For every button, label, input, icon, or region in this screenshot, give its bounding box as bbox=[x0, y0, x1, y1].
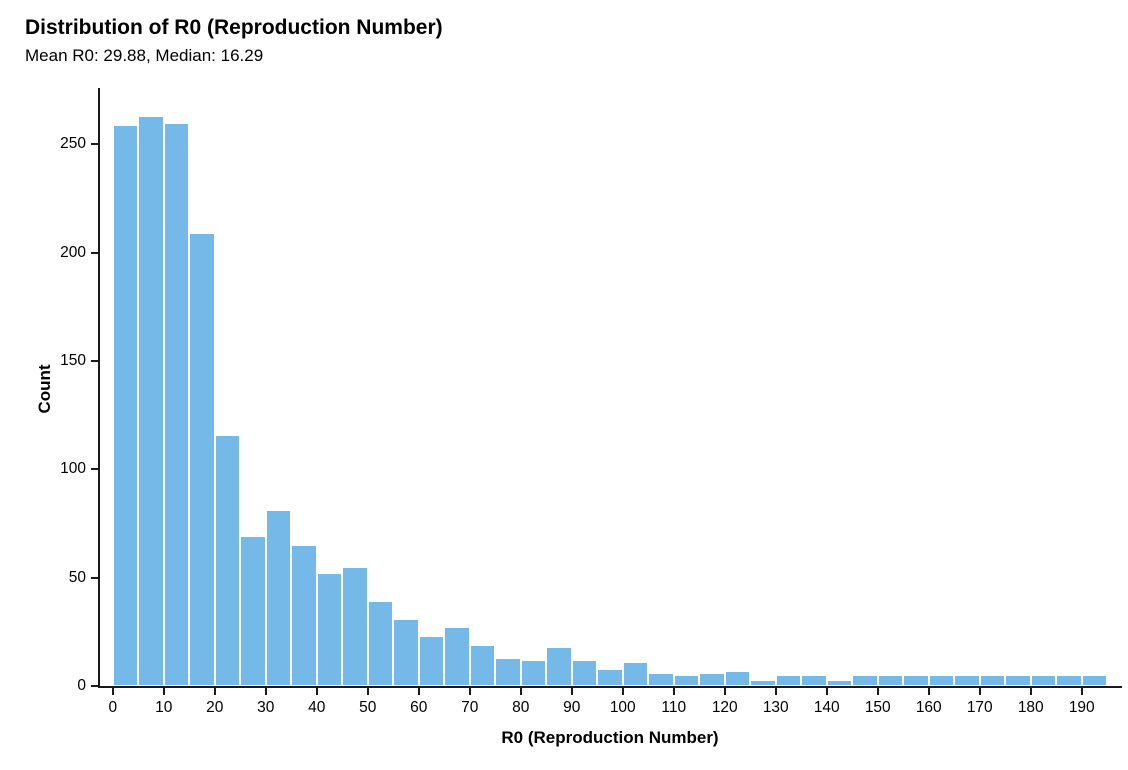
x-tick-mark bbox=[1080, 688, 1083, 695]
y-tick-mark bbox=[91, 468, 98, 471]
histogram-bar bbox=[928, 675, 955, 686]
histogram-bar bbox=[801, 675, 827, 686]
x-tick-mark bbox=[417, 688, 420, 695]
histogram-bar bbox=[622, 662, 649, 686]
y-tick-mark bbox=[91, 685, 98, 687]
histogram-bar bbox=[597, 668, 623, 686]
x-tick-label: 100 bbox=[609, 699, 636, 716]
x-tick-label: 190 bbox=[1068, 699, 1095, 716]
x-tick-mark bbox=[1029, 688, 1032, 695]
x-tick-label: 130 bbox=[762, 699, 789, 716]
histogram-bar bbox=[393, 618, 419, 686]
histogram-bar bbox=[316, 573, 343, 686]
x-tick-mark bbox=[111, 688, 114, 695]
x-tick-label: 120 bbox=[711, 699, 738, 716]
y-tick-mark bbox=[91, 251, 98, 254]
x-tick-label: 140 bbox=[813, 699, 840, 716]
histogram-bar bbox=[571, 659, 598, 686]
histogram-bar bbox=[1005, 675, 1031, 686]
x-tick-mark bbox=[927, 688, 930, 695]
x-tick-mark bbox=[672, 688, 675, 695]
x-tick-mark bbox=[519, 688, 522, 695]
x-tick-label: 90 bbox=[563, 699, 581, 716]
histogram-bar bbox=[648, 673, 674, 686]
x-tick-label: 60 bbox=[410, 699, 428, 716]
x-tick-mark bbox=[825, 688, 828, 695]
y-axis-line bbox=[98, 88, 100, 688]
histogram-bar bbox=[342, 566, 368, 686]
x-tick-label: 20 bbox=[206, 699, 224, 716]
x-tick-mark bbox=[366, 688, 369, 695]
x-tick-label: 180 bbox=[1017, 699, 1044, 716]
histogram-bar bbox=[1056, 675, 1082, 686]
histogram-bar bbox=[367, 601, 394, 686]
histogram-bar bbox=[265, 510, 292, 686]
x-tick-label: 150 bbox=[864, 699, 891, 716]
histogram-bar bbox=[291, 545, 317, 686]
y-axis-title: Count bbox=[35, 364, 54, 414]
x-tick-mark bbox=[213, 688, 216, 695]
histogram-bar bbox=[112, 124, 139, 686]
x-tick-label: 80 bbox=[512, 699, 530, 716]
histogram-bar bbox=[877, 675, 904, 686]
chart-title: Distribution of R0 (Reproduction Number) bbox=[25, 16, 443, 39]
x-tick-label: 170 bbox=[966, 699, 993, 716]
histogram-bar bbox=[495, 657, 521, 686]
x-tick-mark bbox=[723, 688, 726, 695]
x-tick-mark bbox=[264, 688, 267, 695]
histogram-bar bbox=[750, 679, 776, 686]
histogram-bar bbox=[852, 675, 878, 686]
x-tick-label: 110 bbox=[661, 699, 687, 716]
y-tick-label: 100 bbox=[60, 460, 86, 478]
histogram-bar bbox=[979, 675, 1006, 686]
histogram-bar bbox=[546, 646, 572, 686]
histogram-bar bbox=[775, 675, 802, 686]
y-tick-label: 200 bbox=[60, 243, 86, 261]
x-tick-mark bbox=[978, 688, 981, 695]
x-tick-mark bbox=[468, 688, 471, 695]
x-tick-label: 70 bbox=[461, 699, 479, 716]
y-tick-mark bbox=[91, 576, 98, 579]
histogram-bar bbox=[903, 675, 929, 686]
histogram-bar bbox=[240, 536, 266, 686]
x-tick-mark bbox=[774, 688, 777, 695]
chart-subtitle: Mean R0: 29.88, Median: 16.29 bbox=[25, 46, 264, 65]
histogram-bar bbox=[1030, 675, 1057, 686]
histogram-bar bbox=[469, 644, 496, 686]
x-tick-mark bbox=[315, 688, 318, 695]
x-tick-mark bbox=[876, 688, 879, 695]
y-tick-mark bbox=[91, 143, 98, 146]
histogram-bar bbox=[954, 675, 980, 686]
y-tick-mark bbox=[91, 359, 98, 362]
x-tick-label: 160 bbox=[915, 699, 942, 716]
histogram-bar bbox=[826, 679, 853, 686]
histogram-bar bbox=[520, 659, 547, 686]
y-tick-label: 50 bbox=[68, 568, 86, 586]
histogram-bar bbox=[673, 675, 700, 686]
histogram-bar bbox=[444, 627, 470, 686]
x-tick-mark bbox=[570, 688, 573, 695]
y-tick-label: 250 bbox=[60, 135, 86, 153]
x-tick-label: 0 bbox=[108, 699, 118, 716]
plot-area bbox=[100, 90, 1120, 686]
histogram-bar bbox=[163, 122, 190, 686]
y-tick-label: 150 bbox=[60, 351, 86, 369]
x-tick-label: 50 bbox=[359, 699, 377, 716]
y-tick-label: 0 bbox=[77, 677, 86, 694]
histogram-bar bbox=[418, 636, 445, 686]
x-tick-label: 40 bbox=[308, 699, 326, 716]
histogram-bar bbox=[1081, 675, 1108, 686]
histogram-bar bbox=[724, 670, 751, 686]
x-axis-line bbox=[98, 686, 1122, 688]
histogram-bar bbox=[138, 116, 164, 686]
x-tick-mark bbox=[162, 688, 165, 695]
x-tick-label: 30 bbox=[257, 699, 275, 716]
x-tick-label: 10 bbox=[155, 699, 173, 716]
histogram-bar bbox=[214, 434, 241, 686]
x-tick-mark bbox=[621, 688, 624, 695]
x-axis-title: R0 (Reproduction Number) bbox=[501, 728, 719, 747]
histogram-bar bbox=[699, 673, 725, 686]
histogram-bar bbox=[189, 233, 215, 686]
